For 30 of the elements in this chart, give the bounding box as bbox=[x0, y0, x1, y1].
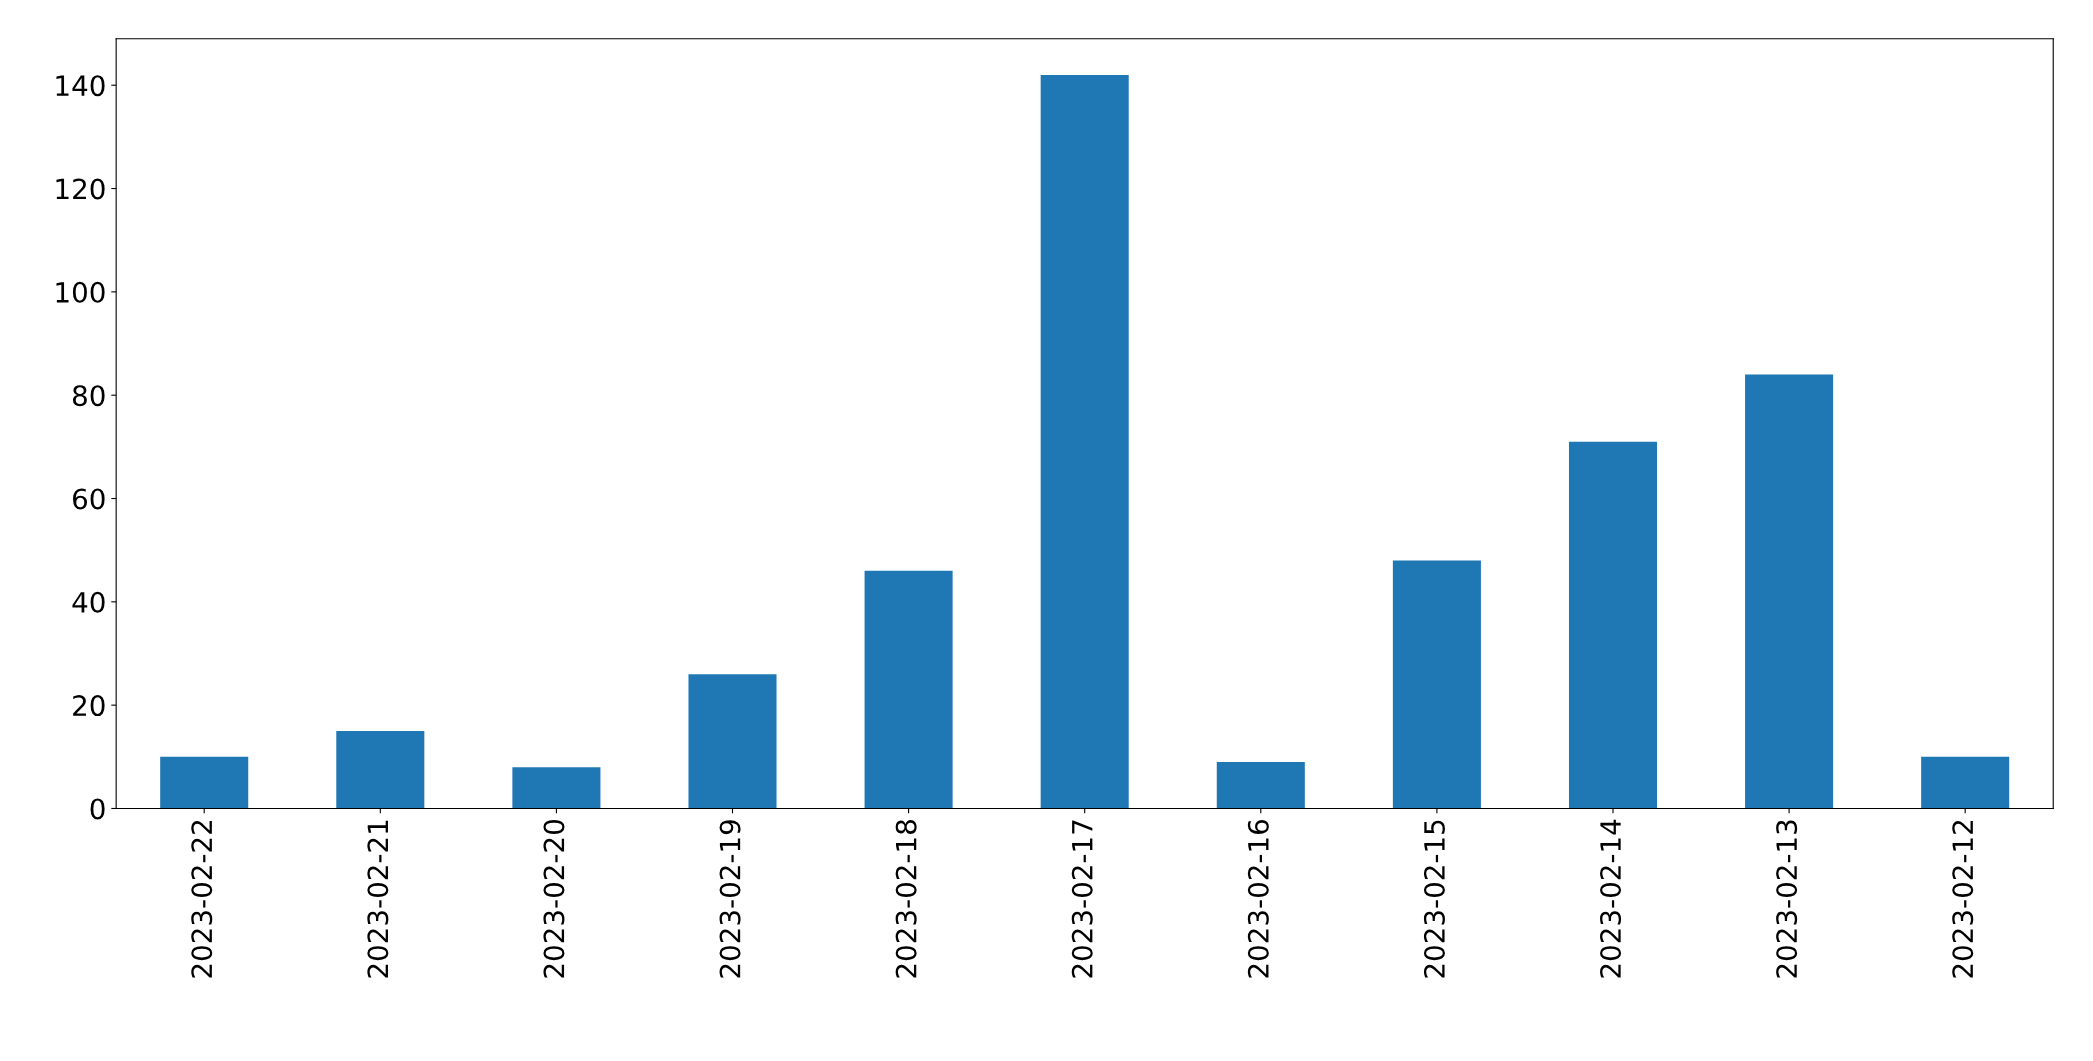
bar bbox=[688, 674, 777, 809]
bar bbox=[512, 767, 601, 809]
y-tick-label: 120 bbox=[56, 178, 105, 200]
x-tick-label: 2023-02-15 bbox=[1423, 820, 1445, 978]
x-tick-label: 2023-02-20 bbox=[543, 820, 565, 978]
bar bbox=[1040, 74, 1129, 809]
y-tick-label: 40 bbox=[72, 591, 105, 613]
x-tick-label: 2023-02-18 bbox=[895, 820, 917, 978]
x-tick-label: 2023-02-19 bbox=[719, 820, 741, 978]
x-tick-label: 2023-02-21 bbox=[367, 820, 389, 978]
bar bbox=[336, 730, 425, 809]
bar bbox=[1216, 761, 1305, 809]
x-tick-label: 2023-02-13 bbox=[1776, 820, 1798, 978]
x-tick-label: 2023-02-14 bbox=[1600, 819, 1622, 978]
y-tick-label: 80 bbox=[72, 385, 105, 407]
bar bbox=[1745, 374, 1834, 809]
y-tick-label: 100 bbox=[56, 281, 105, 303]
y-tick-label: 0 bbox=[90, 798, 105, 820]
x-tick-label: 2023-02-16 bbox=[1247, 819, 1269, 978]
x-tick-label: 2023-02-12 bbox=[1952, 820, 1974, 978]
bar bbox=[1568, 441, 1658, 809]
bar bbox=[1392, 560, 1481, 809]
y-tick-label: 140 bbox=[56, 75, 105, 97]
bar bbox=[1921, 756, 2010, 809]
x-tick-label: 2023-02-22 bbox=[191, 820, 213, 978]
x-tick-label: 2023-02-17 bbox=[1071, 820, 1093, 978]
y-tick-label: 60 bbox=[73, 488, 105, 510]
bar bbox=[160, 756, 249, 809]
y-tick-label: 20 bbox=[73, 695, 105, 717]
bar bbox=[864, 570, 953, 809]
